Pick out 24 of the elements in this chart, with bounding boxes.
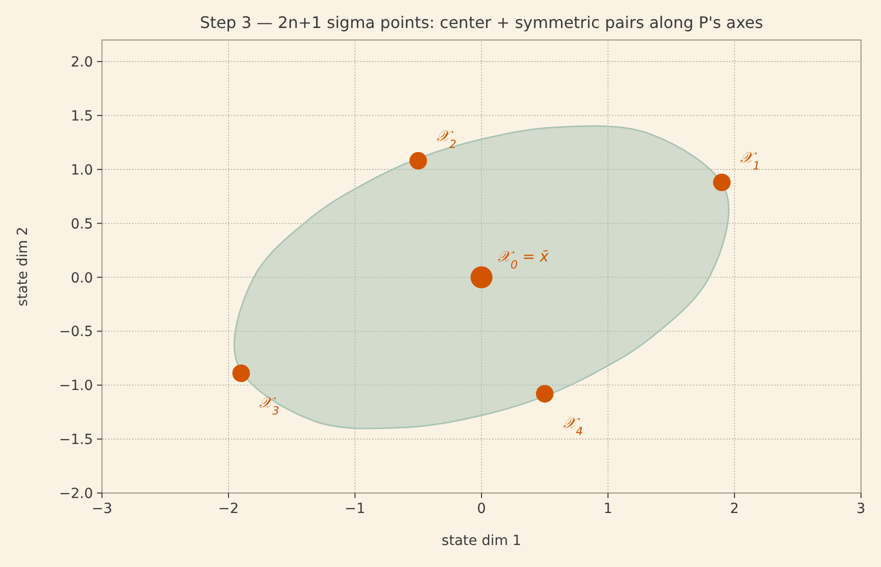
y-tick-label: −0.5 bbox=[59, 324, 93, 340]
y-axis-title: state dim 2 bbox=[15, 226, 31, 306]
y-tick-label: 1.5 bbox=[70, 108, 93, 124]
y-tick-label: 0.5 bbox=[70, 216, 93, 232]
annotation: 𝒳$_{4}$ bbox=[562, 414, 583, 438]
x-tick-label: 3 bbox=[856, 501, 866, 517]
y-tick-label: −1.0 bbox=[59, 378, 93, 394]
annotation: 𝒳$_{0}$ = x̄ bbox=[498, 247, 549, 271]
x-tick-label: −3 bbox=[92, 501, 112, 517]
annotation: 𝒳$_{2}$ bbox=[436, 126, 456, 150]
x-tick-label: 2 bbox=[730, 501, 739, 517]
y-tick-label: 0.0 bbox=[70, 270, 93, 286]
x-axis-title: state dim 1 bbox=[442, 533, 522, 549]
y-tick-label: 1.0 bbox=[70, 162, 93, 178]
y-tick-label: −1.5 bbox=[59, 432, 93, 448]
annotation: 𝒳$_{1}$ bbox=[740, 148, 760, 172]
chart-title: Step 3 — 2n+1 sigma points: center + symmetric pairs along P's axes bbox=[200, 13, 764, 32]
x-tick-label: 1 bbox=[604, 501, 612, 517]
x-tick-label: −1 bbox=[344, 501, 366, 517]
x-tick-label: −2 bbox=[218, 501, 239, 517]
y-tick-label: −2.0 bbox=[59, 486, 93, 502]
y-tick-label: 2.0 bbox=[70, 54, 93, 71]
x-tick-label: 0 bbox=[477, 501, 486, 517]
annotation: 𝒳$_{3}$ bbox=[259, 393, 280, 417]
